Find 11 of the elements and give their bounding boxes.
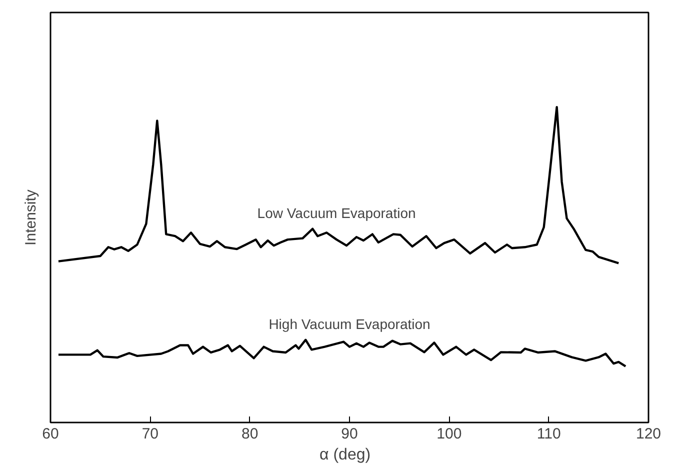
x-axis-title: α (deg) bbox=[320, 446, 371, 464]
x-tick-label: 90 bbox=[341, 426, 358, 442]
series-label: Low Vacuum Evaporation bbox=[257, 204, 416, 221]
series-label: High Vacuum Evaporation bbox=[268, 316, 430, 332]
x-tick-label: 100 bbox=[436, 426, 462, 442]
x-tick-label: 110 bbox=[536, 426, 561, 442]
x-tick-label: 80 bbox=[241, 426, 258, 442]
x-tick-label: 120 bbox=[636, 426, 662, 442]
x-tick-label: 70 bbox=[142, 426, 159, 442]
x-tick-label: 60 bbox=[42, 426, 59, 442]
y-axis-title: Intensity bbox=[22, 189, 40, 246]
